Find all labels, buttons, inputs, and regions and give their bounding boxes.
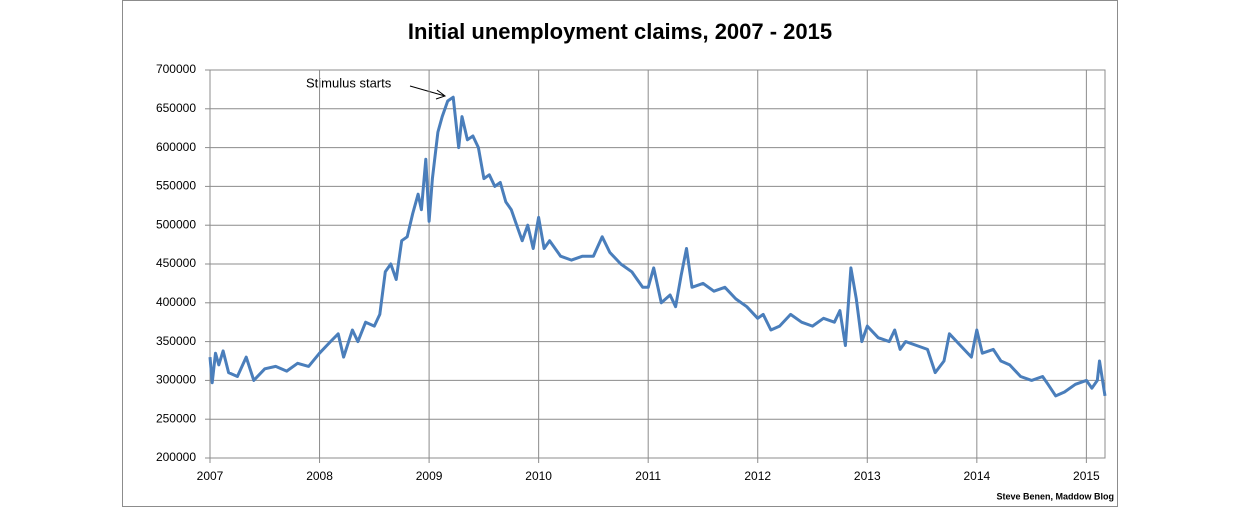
x-tick-label: 2012 (744, 469, 771, 483)
y-tick-label: 400000 (156, 295, 196, 309)
chart-frame (122, 0, 1118, 507)
source: Steve Benen, Maddow Blog (996, 491, 1114, 501)
x-tick-label: 2009 (416, 469, 443, 483)
x-tick-label: 2011 (635, 469, 661, 483)
annotation: Stimulus starts (306, 75, 392, 90)
y-tick-label: 550000 (156, 179, 196, 193)
y-tick-label: 500000 (156, 217, 196, 231)
y-tick-label: 200000 (156, 450, 196, 464)
x-tick-label: 2007 (197, 469, 224, 483)
x-tick-label: 2013 (854, 469, 881, 483)
y-tick-label: 700000 (156, 62, 196, 76)
x-tick-label: 2015 (1073, 469, 1100, 483)
annotation-arrow (409, 85, 447, 100)
y-tick-label: 600000 (156, 140, 196, 154)
x-tick-label: 2014 (963, 469, 990, 483)
data-line (208, 95, 1107, 398)
chart-title: Initial unemployment claims, 2007 - 2015 (408, 19, 832, 44)
x-tick-label: 2010 (525, 469, 552, 483)
y-tick-label: 650000 (156, 101, 196, 115)
x-tick-label: 2008 (306, 469, 333, 483)
y-tick-label: 350000 (156, 334, 196, 348)
y-tick-label: 450000 (156, 256, 196, 270)
y-tick-label: 300000 (156, 373, 196, 387)
y-tick-label: 250000 (156, 411, 196, 425)
